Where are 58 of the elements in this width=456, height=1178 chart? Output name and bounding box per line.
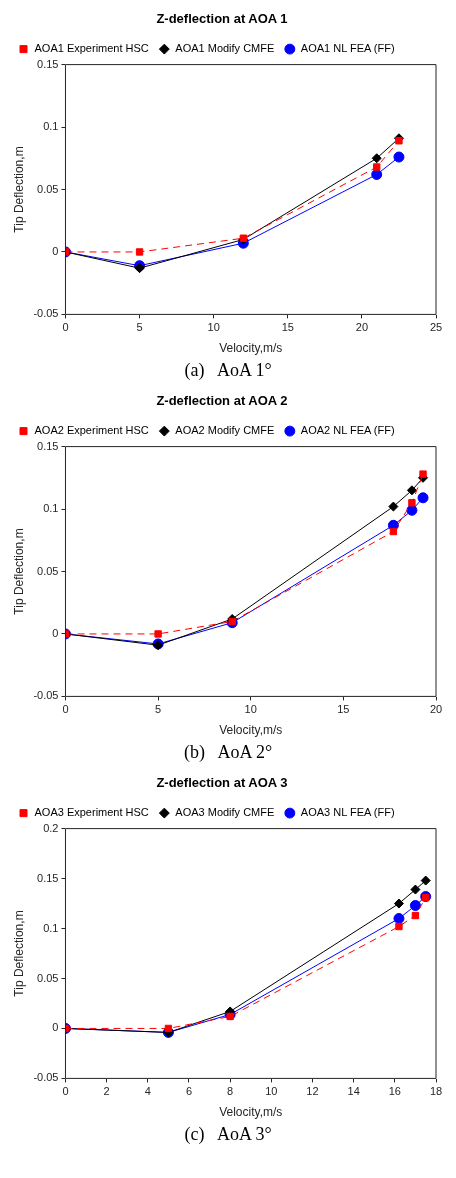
x-tick-label: 2 — [103, 1085, 110, 1098]
x-tick-label: 18 — [429, 1085, 443, 1098]
y-tick-label: 0 — [52, 1021, 59, 1034]
x-tick-label: 0 — [62, 1085, 69, 1098]
y-tick-label: 0.2 — [43, 821, 59, 834]
x-axis-title: Velocity,m/s — [219, 1105, 283, 1120]
y-tick-label: 0.15 — [37, 871, 59, 884]
y-tick-label: 0.05 — [37, 182, 59, 195]
y-tick-label: 0.05 — [37, 971, 59, 984]
y-tick-label: 0.15 — [37, 439, 59, 452]
y-tick-label: 0.05 — [37, 564, 59, 577]
chart-title: Z-deflection at AOA 2 — [156, 393, 288, 409]
y-tick-label: 0.1 — [43, 120, 59, 133]
x-tick-label: 15 — [281, 321, 294, 334]
x-tick-label: 5 — [136, 321, 143, 334]
y-tick-label: 0.1 — [43, 502, 59, 515]
x-tick-label: 20 — [355, 321, 369, 334]
y-tick-label: 0.1 — [43, 921, 59, 934]
y-tick-label: -0.05 — [33, 307, 59, 320]
legend-label: AOA3 NL FEA (FF) — [300, 806, 395, 819]
chart-title: Z-deflection at AOA 1 — [156, 11, 288, 27]
x-tick-label: 25 — [429, 321, 443, 334]
x-tick-label: 14 — [347, 1085, 360, 1098]
y-tick-label: 0 — [52, 626, 59, 639]
text: (c) AoA 3° — [183, 1124, 273, 1146]
x-tick-label: 6 — [185, 1085, 193, 1098]
y-axis-title: Tip Deflection,m — [11, 910, 26, 997]
x-tick-label: 0 — [62, 703, 69, 716]
legend-label: AOA1 Modify CMFE — [175, 42, 275, 55]
chart-title: Z-deflection at AOA 3 — [156, 775, 288, 791]
y-axis-title: Tip Deflection,m — [11, 146, 26, 233]
legend-label: AOA3 Modify CMFE — [175, 806, 275, 819]
x-tick-label: 16 — [388, 1085, 401, 1098]
x-tick-label: 20 — [429, 703, 443, 716]
x-tick-label: 4 — [144, 1085, 151, 1098]
x-axis-title: Velocity,m/s — [219, 341, 283, 356]
x-axis-title: Velocity,m/s — [219, 723, 283, 738]
x-tick-label: 10 — [207, 321, 220, 334]
legend-label: AOA2 Modify CMFE — [175, 424, 275, 437]
x-tick-label: 15 — [337, 703, 350, 716]
x-tick-label: 12 — [306, 1085, 319, 1098]
text: (a) AoA 1° — [183, 360, 273, 382]
x-tick-label: 10 — [244, 703, 257, 716]
x-tick-label: 10 — [265, 1085, 278, 1098]
y-tick-label: 0 — [52, 244, 59, 257]
x-tick-label: 8 — [227, 1085, 234, 1098]
legend-label: AOA3 Experiment HSC — [34, 806, 149, 819]
x-tick-label: 5 — [155, 703, 162, 716]
legend-label: AOA1 Experiment HSC — [34, 42, 149, 55]
y-tick-label: 0.15 — [37, 57, 59, 70]
legend-label: AOA1 NL FEA (FF) — [300, 42, 395, 55]
text: (b) AoA 2° — [182, 742, 274, 764]
legend-label: AOA2 Experiment HSC — [34, 424, 149, 437]
y-tick-label: -0.05 — [33, 689, 59, 702]
y-axis-title: Tip Deflection,m — [11, 528, 26, 615]
legend-label: AOA2 NL FEA (FF) — [300, 424, 395, 437]
x-tick-label: 0 — [62, 321, 69, 334]
y-tick-label: -0.05 — [33, 1071, 59, 1084]
